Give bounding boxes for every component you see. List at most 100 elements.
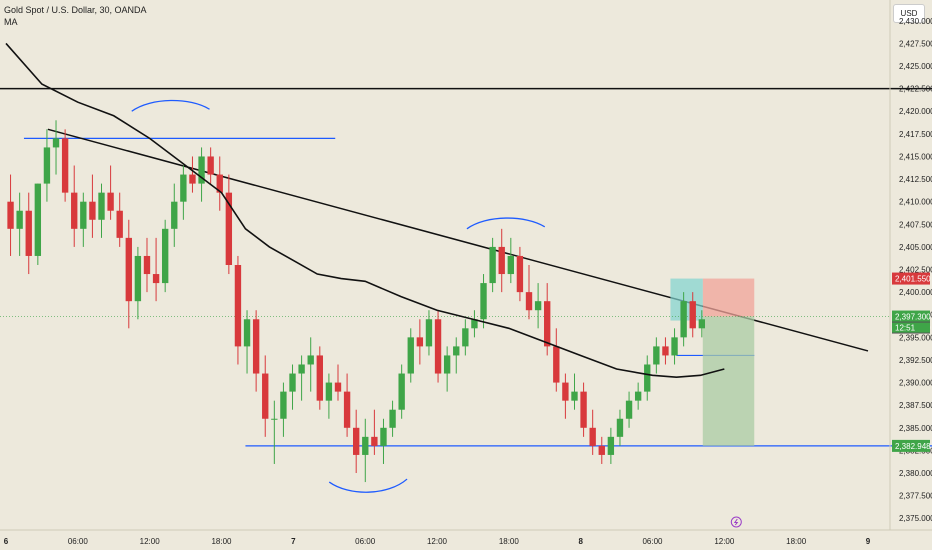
price-tick-label: 2,392.500 [899,356,932,365]
candle-body [644,364,651,392]
price-tick-label: 2,400.000 [899,288,932,297]
candle-body [589,427,596,446]
time-tick-label: 8 [578,537,583,546]
candle-body [307,355,314,365]
time-tick-label: 18:00 [499,537,520,546]
currency-button[interactable]: USD [893,4,925,23]
candle-body [507,255,514,275]
moving-average-line [5,42,725,378]
candle-body [61,138,69,193]
candle-body [243,319,251,347]
price-tick-label: 2,385.000 [899,424,932,433]
candle-body [371,436,378,446]
price-tick-label: 2,395.000 [899,333,932,342]
price-tick-label: 2,415.000 [899,152,932,161]
price-label-stop: 2,401.550 [895,275,931,284]
candle-body [271,418,278,420]
candle-body [325,382,333,401]
candle-body [207,156,214,175]
candle-body [516,255,524,293]
price-tick-label: 2,387.500 [899,401,932,410]
candle-body [7,201,14,229]
candle-body [16,210,23,229]
price-tick-label: 2,417.500 [899,130,932,139]
candle-body [298,364,305,374]
candle-body [171,201,178,229]
candle-body [52,138,60,148]
time-tick-label: 6 [4,537,9,546]
hand-drawn-arc [328,478,408,493]
indicator-label[interactable]: MA [4,17,18,27]
candle-body [198,156,205,184]
candle-body [225,192,233,265]
candle-body [498,246,505,275]
price-labels-layer: 2,401.5502,397.3002,397.1502,382.94812:5… [892,272,931,452]
price-label-target-bg [892,439,930,452]
price-tick-label: 2,420.000 [899,107,932,116]
candle-body [625,400,633,419]
candle-body [280,391,287,419]
candle-body [471,319,478,329]
candle-body [161,228,169,284]
time-tick-label: 9 [866,537,871,546]
target-zone [702,316,755,446]
time-tick-label: 06:00 [68,537,89,546]
candle-body [443,355,451,374]
candle-body [653,346,660,365]
candle-body [234,265,242,347]
time-tick-label: 12:00 [714,537,735,546]
candle-body [316,355,323,401]
moving-average-layer [5,42,725,378]
time-tick-label: 12:00 [140,537,161,546]
price-label-current-bg [892,310,930,323]
candle-body [107,192,114,211]
candle-body [71,192,78,229]
candle-body [189,174,196,184]
price-tick-label: 2,402.500 [899,266,932,275]
candle-body [262,373,269,419]
candle-body [562,382,569,401]
candle-body [407,337,414,374]
candle-body [134,255,142,302]
timer-label: 12:51 [895,324,916,333]
candle-body [698,319,706,329]
candle-body [571,391,578,401]
candle-body [152,274,160,284]
price-tick-label: 2,407.500 [899,220,932,229]
candle-body [362,436,369,455]
candle-body [598,445,605,455]
candles-layer [7,120,706,483]
candle-body [580,391,587,428]
candle-body [680,301,687,338]
candle-body [89,201,96,220]
candle-body [216,174,223,193]
candle-body [80,201,87,229]
price-tick-label: 2,375.000 [899,514,932,523]
time-tick-label: 06:00 [642,537,663,546]
price-tick-label: 2,412.500 [899,175,932,184]
candle-body [607,436,615,455]
candle-body [252,319,260,374]
price-label-current: 2,397.300 [895,313,931,322]
candle-body [98,192,105,220]
candle-body [143,255,151,275]
candle-body [662,346,669,356]
candle-body [389,409,396,428]
price-tick-label: 2,410.000 [899,198,932,207]
candle-body [425,319,433,347]
lightning-icon [733,518,739,526]
candle-body [544,301,551,347]
price-tick-label: 2,427.500 [899,39,932,48]
price-tick-label: 2,405.000 [899,243,932,252]
price-label-target: 2,382.948 [895,442,931,451]
candle-body [380,427,387,446]
candle-body [334,382,342,392]
time-tick-label: 18:00 [786,537,807,546]
event-marker-icon [730,516,742,528]
price-tick-label: 2,422.500 [899,85,932,94]
hand-drawn-arc [466,217,546,230]
candle-body [480,283,487,320]
time-tick-label: 06:00 [355,537,376,546]
candle-body [489,246,496,284]
